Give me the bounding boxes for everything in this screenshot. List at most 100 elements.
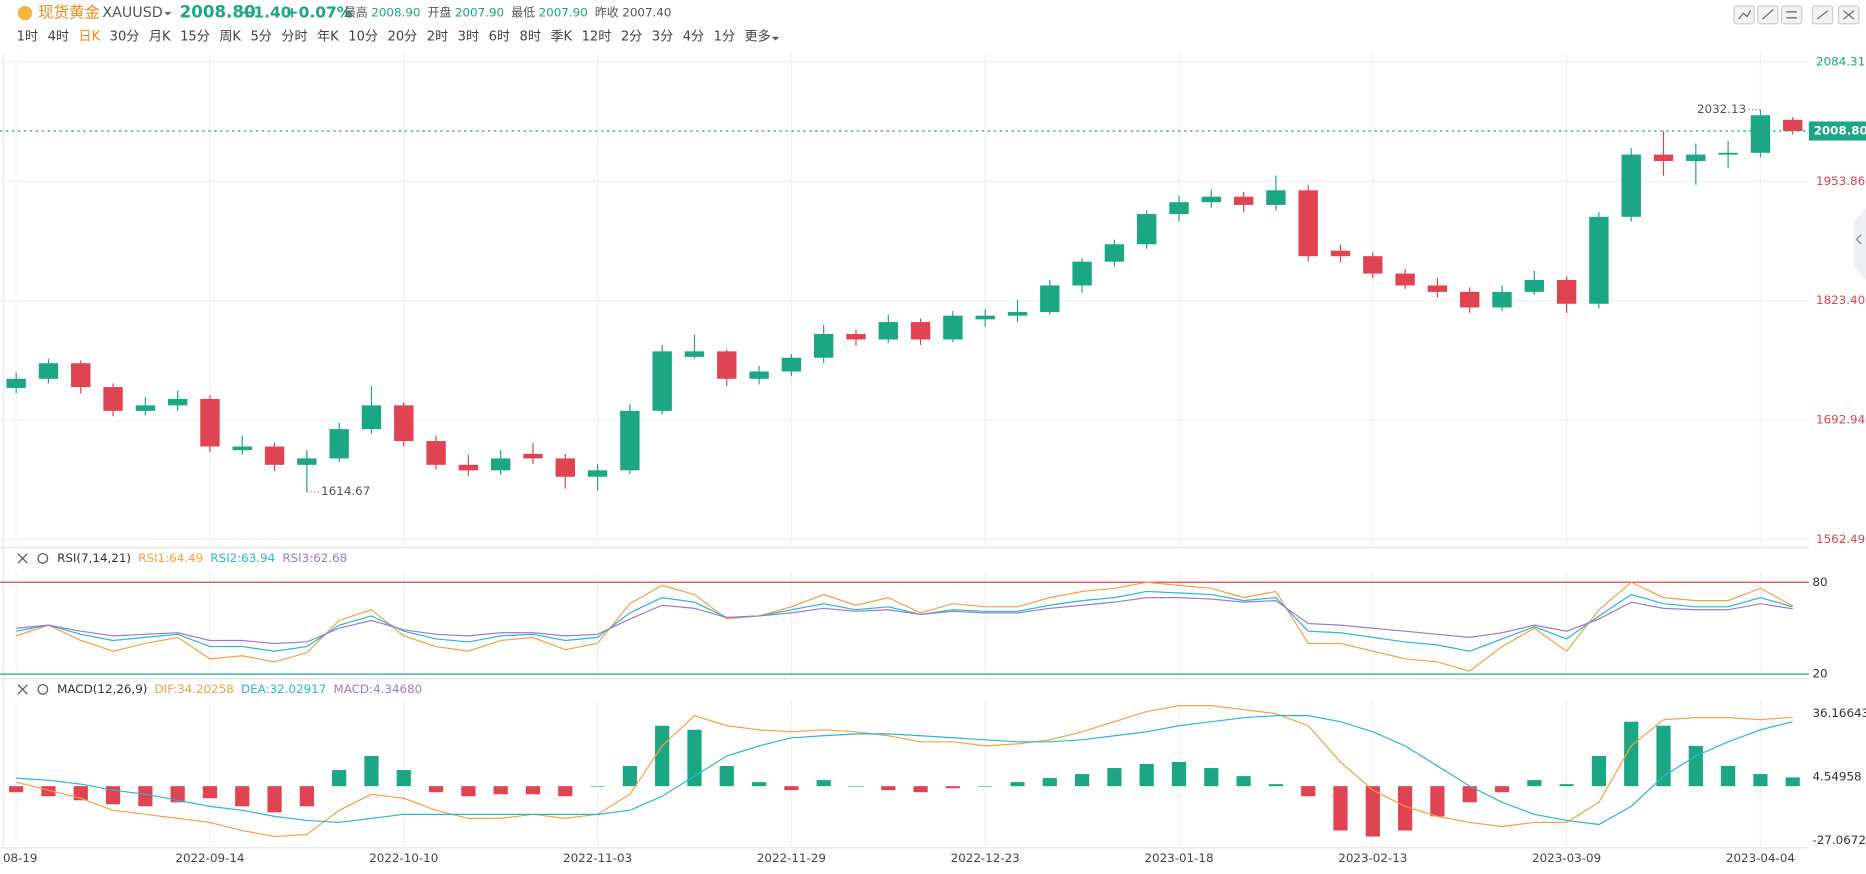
stat-value: 2008.90 <box>371 6 420 20</box>
timeframe-tab[interactable]: 季K <box>550 28 572 44</box>
candle-body <box>71 363 91 388</box>
stat-value: 2007.40 <box>622 6 671 20</box>
timeframe-tab[interactable]: 日K <box>79 29 101 44</box>
macd-bar <box>493 786 508 795</box>
symbol-icon <box>17 5 33 21</box>
candle-body <box>1266 190 1286 205</box>
macd-bar <box>235 786 250 807</box>
candle-body <box>6 378 26 388</box>
timeframe-tab[interactable]: 2分 <box>621 28 642 44</box>
candle-body <box>297 458 317 465</box>
candle-body <box>1460 291 1480 308</box>
settings-indicator[interactable] <box>37 684 49 695</box>
macd-bar <box>945 786 960 789</box>
timeframe-tab[interactable]: 20分 <box>388 28 418 44</box>
macd-bar <box>1171 761 1187 787</box>
stat-value: 2007.90 <box>455 6 504 20</box>
timeframe-tab[interactable]: 月K <box>149 29 171 44</box>
indicator-line <box>16 715 1793 826</box>
macd-bar <box>1688 745 1703 787</box>
side-collapse[interactable] <box>1854 208 1866 280</box>
indicator-line <box>16 590 1793 652</box>
candle-body <box>846 333 866 340</box>
macd-bar <box>1042 778 1057 787</box>
timeframe-tab[interactable]: 周K <box>219 29 241 44</box>
timeframe-tab[interactable]: 1时 <box>17 28 38 44</box>
indicator-line <box>16 705 1793 838</box>
macd-bar <box>978 786 993 787</box>
timeframe-tab[interactable]: 年K <box>317 28 339 44</box>
timeframe-tab[interactable]: 6时 <box>489 28 510 44</box>
dropdown-arrow[interactable] <box>164 11 172 16</box>
candle-body <box>1072 261 1092 286</box>
timeframe-tab[interactable]: 分时 <box>281 28 307 44</box>
macd-bar <box>719 766 734 787</box>
macd-bar <box>816 780 831 787</box>
y-tick-label: 1562.49 <box>1816 532 1865 546</box>
y-tick-label: 36.16643 <box>1812 706 1866 720</box>
candle-body <box>135 405 156 411</box>
timeframe-tab[interactable]: 10分 <box>348 28 378 44</box>
settings-indicator[interactable] <box>37 553 49 564</box>
macd-bar <box>590 786 605 787</box>
tool-button[interactable] <box>1733 5 1755 25</box>
macd-bar <box>1333 786 1348 831</box>
tool-button[interactable] <box>1780 5 1803 25</box>
timeframe-tab[interactable]: 8时 <box>520 28 541 44</box>
candle-body <box>426 441 446 465</box>
timeframe-tab[interactable]: 3时 <box>458 28 479 44</box>
y-tick-label: 1953.86 <box>1816 174 1865 188</box>
candle-body <box>1524 279 1545 292</box>
macd-bar <box>1462 786 1477 803</box>
candle-body <box>587 470 608 477</box>
timeframe-tab[interactable]: 15分 <box>180 28 210 44</box>
macd-bar <box>913 786 928 793</box>
x-tick-label: 2023-01-18 <box>1144 851 1213 865</box>
symbol-name[interactable]: 现货黄金 <box>38 4 100 22</box>
x-tick-label: 2022-11-03 <box>563 851 632 865</box>
macd-bar <box>41 786 56 797</box>
macd-bar <box>1656 725 1671 787</box>
candle-body <box>1201 196 1221 203</box>
candle-body <box>264 446 285 465</box>
stat-label: 最高 <box>344 6 368 20</box>
legend-entry: DIF:34.20258 <box>155 682 234 696</box>
macd-bar <box>1753 774 1768 787</box>
macd-bar <box>622 766 637 787</box>
timeframe-tab[interactable]: 4分 <box>683 28 704 44</box>
macd-bar <box>428 786 444 793</box>
candle-body <box>781 357 802 372</box>
x-tick-label: 2022-10-10 <box>369 851 438 865</box>
candle-body <box>1750 115 1771 153</box>
candle-body <box>1686 154 1706 162</box>
timeframe-tab[interactable]: 5分 <box>251 28 272 44</box>
timeframe-tab[interactable]: 12时 <box>582 28 612 44</box>
candle-body <box>684 351 705 357</box>
timeframe-tab[interactable]: 3分 <box>652 28 673 44</box>
timeframe-tab[interactable]: 更多 <box>745 27 771 44</box>
macd-bar <box>1494 786 1510 793</box>
candle-body <box>167 398 188 406</box>
macd-bar <box>267 786 282 813</box>
candle-body <box>1169 202 1189 215</box>
macd-bar <box>1721 766 1736 787</box>
close-indicator[interactable] <box>17 553 28 695</box>
timeframe-tab[interactable]: 1分 <box>714 28 735 44</box>
candle-body <box>878 322 898 340</box>
candle-body <box>910 322 931 340</box>
timeframe-tab[interactable]: 4时 <box>48 28 69 44</box>
indicator-line <box>15 581 1793 672</box>
candle-body <box>329 429 349 459</box>
macd-bar <box>1236 776 1251 787</box>
macd-bar <box>1559 784 1574 787</box>
candle-body <box>975 315 995 320</box>
min-annotation: 1614.67 <box>321 484 370 498</box>
timeframe-tab[interactable]: 2时 <box>427 28 448 44</box>
candle-body <box>1298 190 1318 257</box>
timeframe-tab[interactable]: 30分 <box>110 28 140 44</box>
macd-bar <box>1398 786 1413 831</box>
x-tick-label: 2023-04-04 <box>1726 851 1795 865</box>
symbol-code[interactable]: XAUUSD <box>102 5 162 21</box>
tool-icons <box>1738 9 1855 20</box>
